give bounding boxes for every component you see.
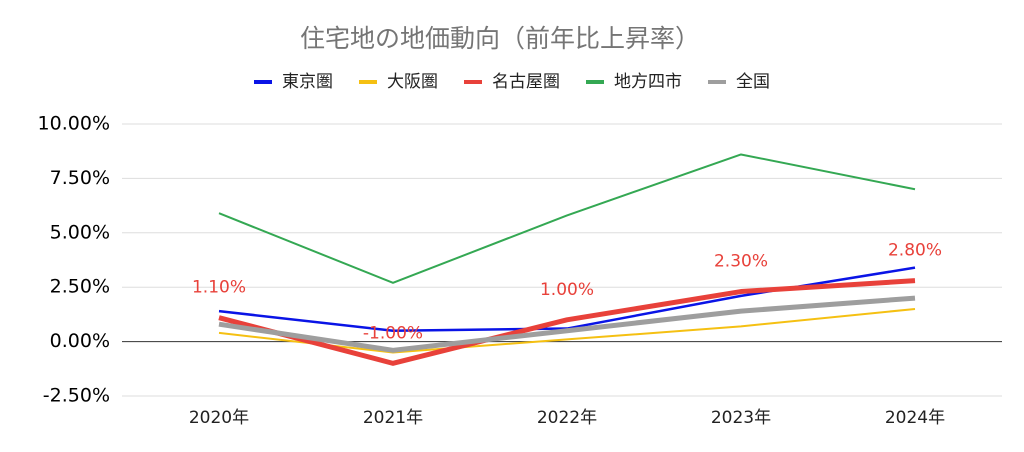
series-line: [218, 295, 916, 353]
y-tick-label: -2.50%: [43, 385, 110, 407]
legend-label: 名古屋圏: [492, 72, 560, 92]
y-tick-label: 5.00%: [50, 221, 110, 243]
x-tick-label: 2022年: [537, 408, 597, 428]
y-tick-label: 2.50%: [50, 276, 110, 298]
legend-label: 全国: [736, 72, 770, 92]
legend-label: 東京圏: [282, 72, 333, 92]
x-tick-label: 2024年: [885, 408, 945, 428]
data-label: -1.00%: [363, 323, 423, 343]
y-tick-label: 7.50%: [50, 167, 110, 189]
y-tick-label: 0.00%: [50, 330, 110, 352]
data-label: 2.30%: [714, 252, 768, 272]
data-label: 2.80%: [888, 241, 942, 261]
x-tick-label: 2023年: [711, 408, 771, 428]
data-label: 1.10%: [192, 278, 246, 298]
y-tick-label: 10.00%: [38, 113, 110, 135]
series-line: [218, 278, 916, 366]
series-line: [218, 153, 916, 284]
legend-label: 地方四市: [614, 72, 682, 92]
chart-title: 住宅地の地価動向（前年比上昇率）: [300, 24, 700, 53]
x-tick-label: 2020年: [189, 408, 249, 428]
x-tick-label: 2021年: [363, 408, 423, 428]
data-label: 1.00%: [540, 280, 594, 300]
legend-label: 大阪圏: [387, 72, 438, 92]
